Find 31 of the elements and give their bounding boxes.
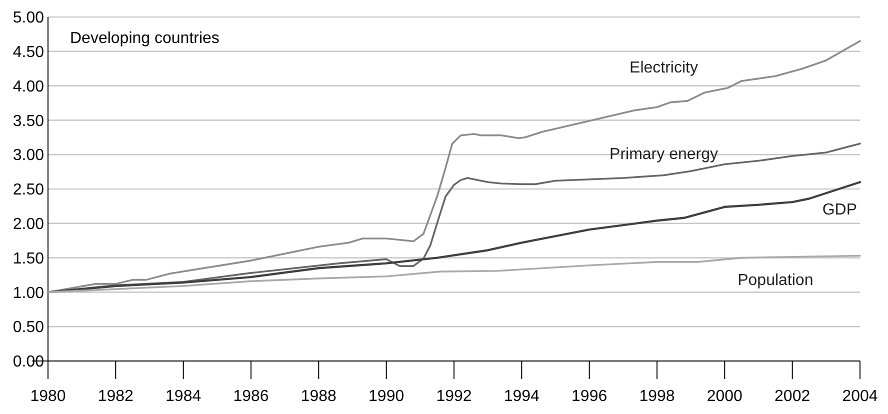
y-tick-label: 1.00	[12, 284, 44, 302]
x-tick-label: 1980	[30, 388, 66, 405]
x-tick-label: 1990	[368, 388, 404, 405]
series-label: Electricity	[630, 60, 698, 77]
x-tick-label: 1982	[98, 388, 134, 405]
x-tick-label: 2000	[706, 388, 743, 405]
x-tick-label: 1994	[504, 388, 540, 405]
annotation: Developing countries	[70, 30, 220, 47]
x-tick-label: 1998	[639, 388, 675, 405]
x-tick-label: 2002	[774, 388, 810, 405]
y-tick-label: 3.50	[12, 112, 44, 130]
series-label: GDP	[822, 202, 858, 219]
x-tick-label: 1992	[436, 388, 472, 405]
y-tick-label: 4.00	[12, 78, 44, 96]
line-series	[46, 181, 862, 294]
y-tick-label: 3.00	[12, 147, 44, 164]
x-tick-label: 1996	[572, 388, 608, 405]
y-tick-label: 5.00	[12, 10, 44, 27]
y-tick-label: 2.50	[12, 182, 44, 199]
line-series	[47, 254, 861, 294]
y-tick-label: 0.00	[12, 354, 44, 371]
x-tick-label: 1984	[166, 388, 202, 405]
x-tick-label: 1986	[233, 388, 269, 405]
y-tick-label: 4.50	[12, 44, 44, 61]
x-tick-label: 1988	[300, 388, 337, 405]
y-tick-label: 1.50	[12, 250, 44, 268]
series-label: Primary energy	[610, 146, 718, 164]
series-label: Population	[738, 272, 814, 290]
y-tick-label: 2.00	[12, 216, 44, 233]
y-tick-label: 0.50	[12, 319, 44, 336]
x-tick-label: 2004	[842, 388, 878, 405]
